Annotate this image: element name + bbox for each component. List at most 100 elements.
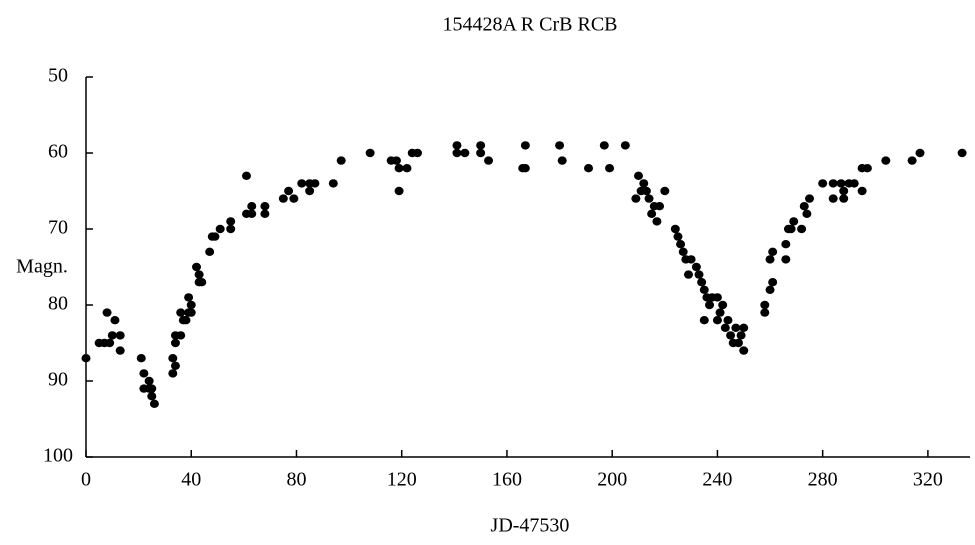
point — [631, 194, 641, 203]
y-tick-label: 80 — [48, 293, 68, 315]
point — [297, 179, 307, 188]
point — [881, 156, 891, 165]
point — [862, 164, 872, 173]
point — [247, 209, 257, 218]
point — [102, 308, 112, 317]
point — [289, 194, 299, 203]
y-tick-label: 50 — [48, 65, 68, 87]
point — [241, 171, 251, 180]
x-axis-label: JD-47530 — [491, 515, 570, 537]
y-tick-label: 90 — [48, 369, 68, 391]
point — [694, 270, 704, 279]
point — [839, 194, 849, 203]
point — [205, 247, 215, 256]
point — [136, 354, 146, 363]
point — [484, 156, 494, 165]
point — [260, 202, 270, 211]
point — [170, 361, 180, 370]
point — [620, 141, 630, 150]
point — [760, 300, 770, 310]
point — [715, 308, 725, 317]
point — [194, 270, 204, 279]
point — [452, 141, 462, 150]
point — [712, 316, 722, 325]
point — [712, 293, 722, 302]
point — [634, 171, 643, 180]
point — [599, 141, 609, 150]
point — [460, 148, 470, 158]
point — [107, 331, 117, 340]
point — [139, 369, 149, 378]
point — [739, 346, 749, 355]
x-tick-label: 120 — [387, 469, 417, 491]
point — [686, 255, 696, 264]
y-tick-label: 60 — [48, 141, 68, 163]
point — [731, 323, 741, 332]
point — [720, 323, 730, 332]
point — [186, 308, 196, 317]
point — [907, 156, 917, 165]
point — [849, 179, 859, 188]
point — [147, 392, 157, 401]
point — [797, 224, 807, 234]
point — [520, 141, 530, 150]
point — [736, 331, 746, 340]
point — [391, 156, 401, 165]
x-tick-label: 280 — [808, 469, 838, 491]
point — [110, 316, 120, 325]
point — [476, 148, 486, 158]
point — [305, 186, 315, 196]
point — [765, 255, 775, 264]
point — [647, 209, 657, 218]
point — [476, 141, 486, 150]
point — [786, 224, 796, 234]
point — [520, 164, 530, 173]
point — [605, 164, 615, 173]
point — [957, 148, 967, 158]
point — [284, 186, 294, 196]
point — [176, 308, 186, 317]
point — [336, 156, 346, 165]
point — [402, 164, 412, 173]
point — [641, 186, 651, 196]
point — [691, 262, 701, 272]
point — [413, 148, 422, 158]
point — [678, 247, 688, 256]
point — [670, 224, 680, 234]
x-tick-label: 160 — [492, 469, 522, 491]
point — [699, 316, 709, 325]
x-tick-label: 240 — [702, 469, 732, 491]
point — [181, 316, 191, 325]
y-tick-label: 70 — [48, 217, 68, 239]
point — [176, 331, 186, 340]
point — [81, 354, 91, 363]
point — [192, 262, 201, 272]
chart-title: 154428A R CrB RCB — [442, 14, 617, 36]
point — [584, 164, 594, 173]
point — [802, 209, 812, 218]
point — [799, 202, 809, 211]
point — [839, 186, 849, 196]
point — [310, 179, 320, 188]
point — [768, 278, 778, 287]
point — [652, 217, 662, 226]
point — [278, 194, 288, 203]
point — [781, 255, 791, 264]
point — [210, 232, 220, 241]
point — [452, 148, 462, 158]
point — [168, 354, 178, 363]
point — [857, 186, 867, 196]
point — [168, 369, 178, 378]
point — [170, 338, 180, 348]
x-tick-label: 0 — [81, 469, 91, 491]
point — [557, 156, 567, 165]
x-tick-label: 80 — [286, 469, 306, 491]
point — [644, 194, 654, 203]
point — [555, 141, 565, 150]
point — [789, 217, 799, 226]
point — [805, 194, 815, 203]
point — [718, 300, 728, 310]
point — [394, 164, 404, 173]
point — [683, 270, 693, 279]
point — [328, 179, 338, 188]
